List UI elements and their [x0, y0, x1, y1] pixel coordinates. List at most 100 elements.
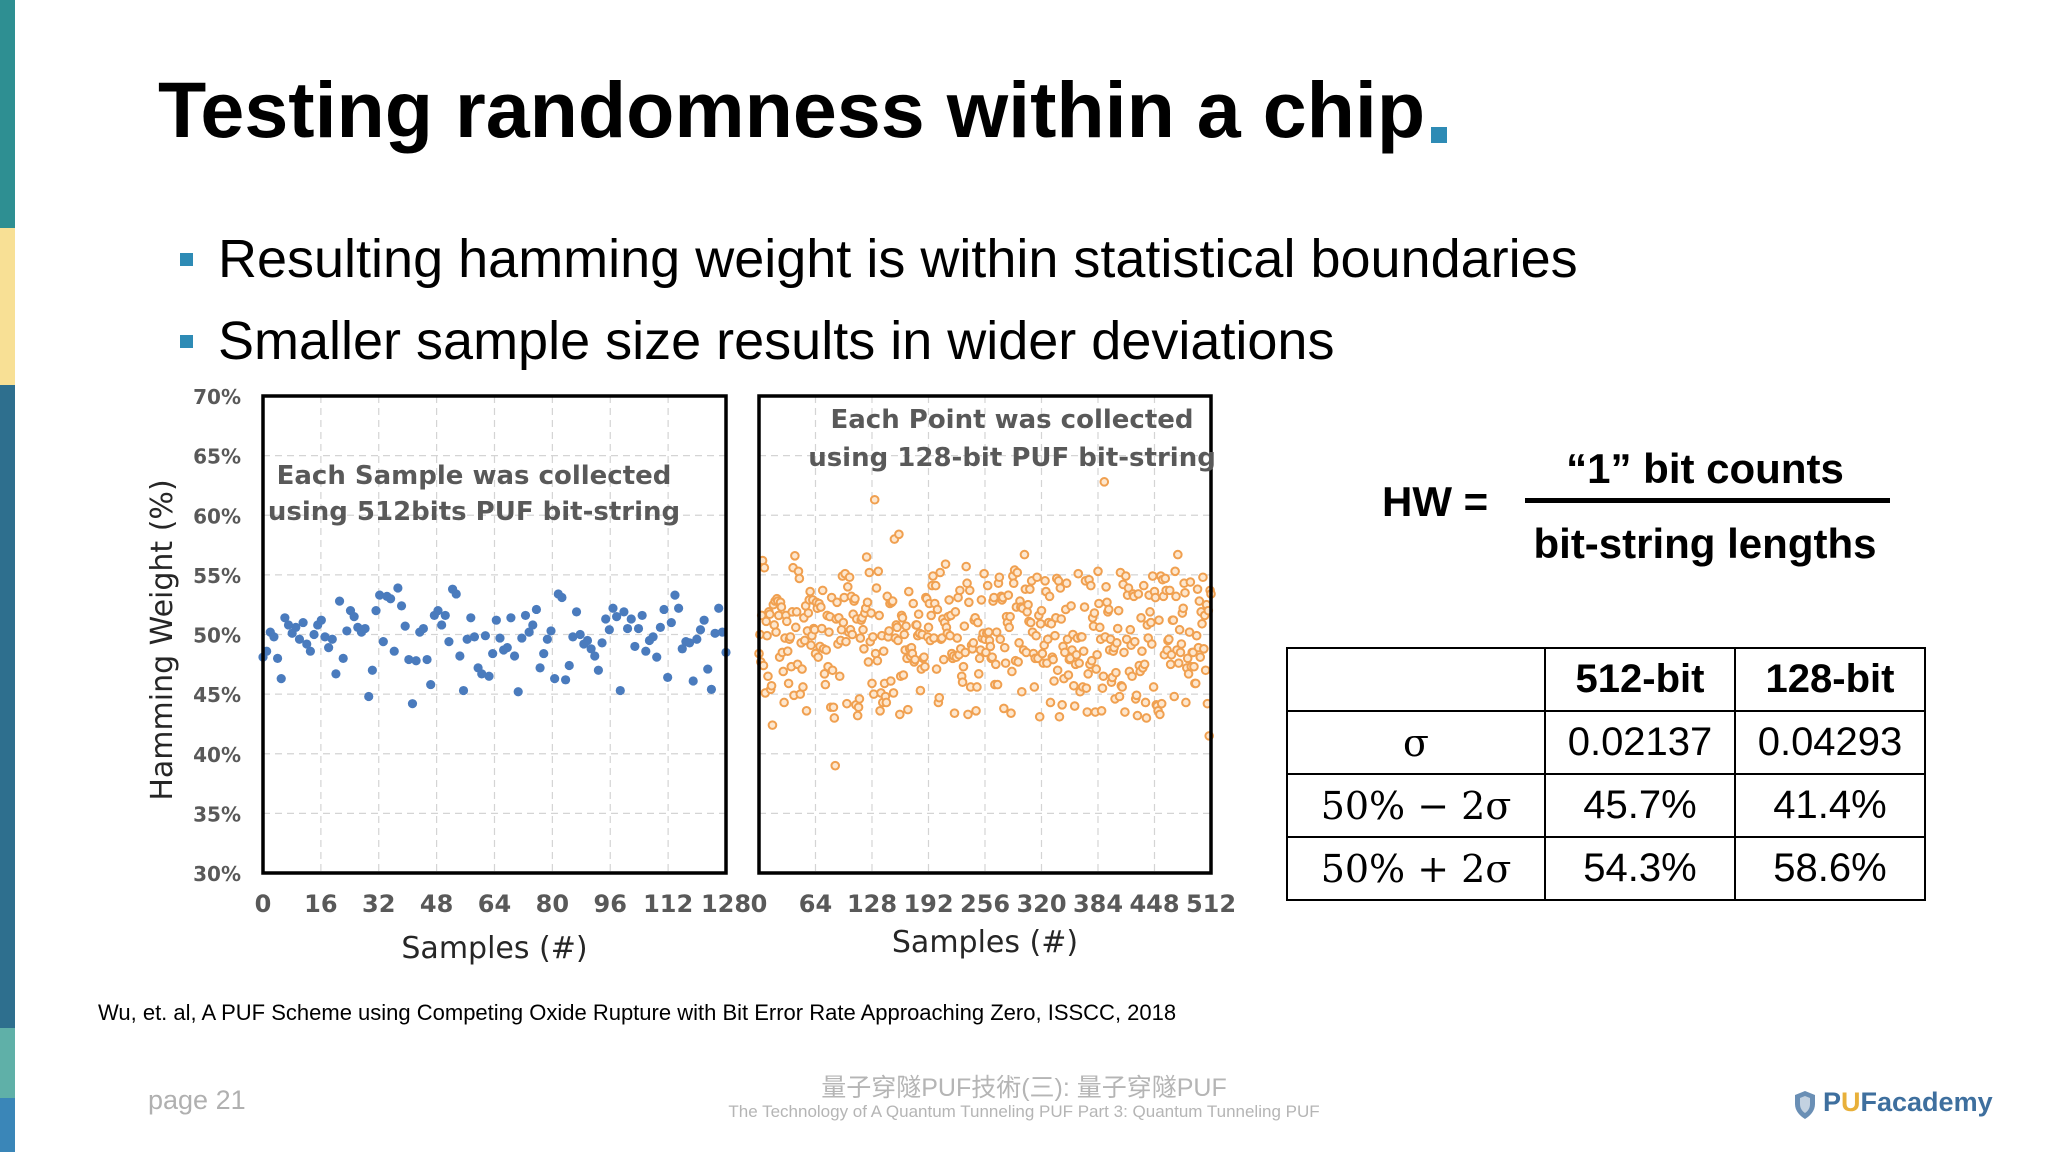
data-point [652, 652, 662, 662]
table-row: 50% − 2σ 45.7% 41.4% [1286, 773, 1926, 838]
data-point [1123, 583, 1134, 593]
data-point [393, 583, 403, 593]
data-point [871, 583, 882, 593]
data-point [1125, 624, 1136, 635]
data-point [1200, 665, 1211, 676]
data-point [972, 682, 982, 692]
x-tick-label: 448 [1129, 890, 1179, 918]
data-point [1071, 649, 1082, 660]
data-point [957, 677, 968, 688]
data-point [758, 660, 769, 671]
data-point [1112, 623, 1123, 634]
data-point [692, 634, 702, 644]
data-point [1073, 568, 1084, 579]
data-point [1054, 711, 1065, 722]
data-point [1176, 639, 1187, 649]
data-point [546, 626, 556, 636]
bullet-item: Resulting hamming weight is within stati… [180, 218, 1578, 300]
x-tick-label: 112 [643, 890, 693, 918]
data-point [893, 635, 903, 646]
data-point [484, 671, 494, 681]
data-point [981, 647, 991, 658]
data-point [903, 704, 913, 715]
data-point [908, 598, 919, 609]
data-point [1101, 582, 1111, 592]
data-point [1170, 566, 1180, 577]
data-point [612, 612, 622, 622]
fraction-bar [1525, 498, 1890, 503]
data-point [364, 691, 374, 702]
data-point [1164, 634, 1174, 645]
data-point [1000, 658, 1011, 668]
data-point [897, 613, 908, 623]
data-point [1140, 697, 1151, 708]
data-point [276, 674, 286, 684]
data-point [1016, 686, 1027, 697]
data-point [597, 638, 607, 648]
data-point [418, 623, 429, 634]
data-point [862, 597, 873, 608]
data-point [949, 708, 960, 719]
data-point [582, 635, 593, 646]
data-point [1077, 632, 1087, 642]
data-point [506, 613, 516, 623]
data-point [1127, 671, 1137, 682]
data-point [1052, 665, 1063, 676]
data-point [703, 664, 713, 674]
data-point [1099, 477, 1110, 487]
data-point [1133, 589, 1144, 599]
data-point [1145, 607, 1155, 617]
data-point [894, 529, 904, 540]
x-tick-label: 384 [1073, 890, 1123, 918]
data-point [1164, 585, 1175, 596]
data-point [1004, 622, 1015, 633]
data-point [912, 620, 922, 630]
data-point [853, 702, 864, 713]
bullet-text: Smaller sample size results in wider dev… [218, 311, 1335, 371]
data-point [1014, 638, 1024, 648]
data-point [932, 604, 943, 615]
data-point [1113, 605, 1124, 616]
data-point [776, 602, 787, 612]
data-point [426, 679, 436, 690]
data-point [1192, 584, 1203, 594]
data-point [759, 562, 770, 573]
table-row-label: σ [1286, 710, 1546, 775]
data-point [411, 656, 421, 666]
data-point [805, 586, 815, 597]
data-point [590, 651, 600, 661]
data-point [1117, 682, 1128, 692]
data-point [269, 632, 279, 642]
data-point [1119, 647, 1129, 658]
data-point [586, 644, 596, 654]
data-point [1057, 700, 1067, 710]
data-point [659, 604, 669, 615]
y-tick-label: 55% [193, 564, 241, 588]
data-point [1091, 664, 1102, 674]
data-point [1013, 657, 1023, 667]
data-point [1147, 639, 1157, 649]
slide-title: Testing randomness within a chip [158, 65, 1426, 154]
data-point [820, 679, 831, 690]
formula-lhs: HW = [1382, 478, 1489, 525]
data-point [979, 568, 989, 579]
data-point [539, 648, 549, 659]
data-point [488, 648, 498, 659]
data-point [451, 589, 461, 599]
x-tick-label: 16 [304, 890, 337, 918]
table-row: 50% + 2σ 54.3% 58.6% [1286, 836, 1926, 901]
x-tick-label: 80 [536, 890, 569, 918]
data-point [901, 621, 911, 631]
data-point [928, 571, 938, 581]
chart-annotation-line: using 128-bit PUF bit-string [808, 443, 1216, 473]
data-point [283, 620, 294, 630]
data-point [1184, 627, 1195, 637]
data-point [1112, 638, 1122, 648]
logo-text-a: P [1823, 1087, 1842, 1117]
data-point [298, 617, 308, 628]
chart-annotation-line: Each Point was collected [830, 405, 1193, 435]
data-point [491, 615, 501, 625]
data-point [349, 612, 359, 622]
data-point [960, 647, 971, 658]
data-point [973, 669, 984, 679]
